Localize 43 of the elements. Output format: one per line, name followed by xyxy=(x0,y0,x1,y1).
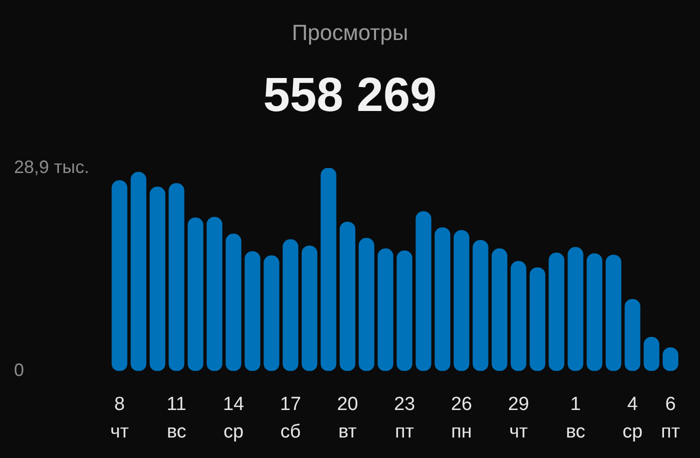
bar xyxy=(586,253,602,371)
bar xyxy=(492,248,508,371)
bar xyxy=(320,168,336,371)
bar xyxy=(624,298,640,371)
bar xyxy=(568,247,584,371)
x-tick-label: 26 пн xyxy=(450,394,472,442)
x-tick-label: 17 сб xyxy=(280,394,302,442)
bar xyxy=(434,227,450,371)
bar xyxy=(530,267,546,371)
bar xyxy=(206,216,222,371)
bar xyxy=(188,218,204,371)
x-tick-label: 6 пт xyxy=(661,394,680,442)
x-tick-label: 11 вс xyxy=(166,394,186,442)
bar xyxy=(168,183,184,371)
bar xyxy=(130,172,146,371)
bar xyxy=(150,186,166,371)
y-tick-label: 0 xyxy=(14,360,24,380)
bar xyxy=(282,239,298,371)
x-tick-label: 14 ср xyxy=(222,394,244,442)
bar xyxy=(454,230,470,371)
bar xyxy=(358,238,374,371)
chart-subtitle: 558 269 xyxy=(262,68,438,123)
bar xyxy=(472,240,488,371)
x-tick-label: 23 пт xyxy=(394,394,416,442)
bar xyxy=(378,248,394,371)
bar xyxy=(340,222,356,371)
bar xyxy=(264,255,280,371)
bar xyxy=(510,261,526,371)
bar xyxy=(416,211,432,371)
bar xyxy=(226,234,242,371)
chart-title: Просмотры xyxy=(290,20,410,46)
bar xyxy=(112,180,128,371)
x-tick-label: 20 вт xyxy=(336,394,358,442)
x-tick-label: 4 ср xyxy=(622,394,643,442)
x-tick-label: 8 чт xyxy=(110,394,130,442)
y-tick-label: 28,9 тыс. xyxy=(14,156,90,177)
bar xyxy=(396,250,412,371)
bar xyxy=(548,252,564,371)
bar xyxy=(606,254,622,371)
bar xyxy=(244,251,260,371)
x-tick-label: 1 вс xyxy=(566,394,586,442)
bar xyxy=(302,246,318,371)
x-tick-label: 29 чт xyxy=(508,394,530,442)
